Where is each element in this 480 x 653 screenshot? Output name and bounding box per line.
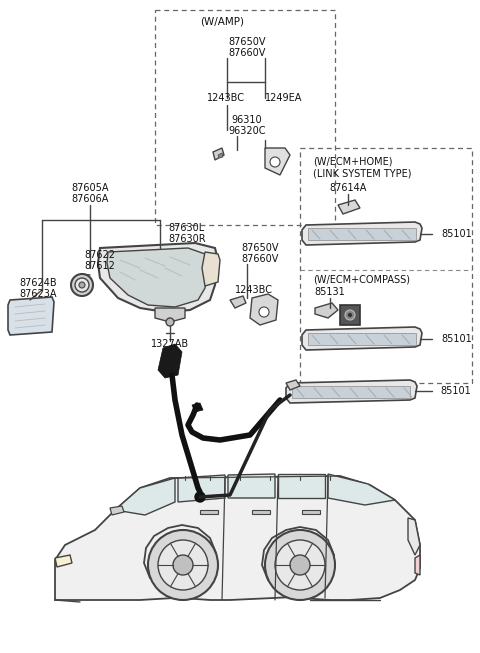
Circle shape <box>75 278 89 292</box>
Bar <box>308 228 416 240</box>
Polygon shape <box>302 222 422 245</box>
Polygon shape <box>302 327 422 350</box>
Text: 1249EA: 1249EA <box>265 93 302 103</box>
Text: 1243BC: 1243BC <box>235 285 273 295</box>
Text: 87660V: 87660V <box>228 48 266 58</box>
Text: 87612: 87612 <box>84 261 115 271</box>
Text: 87614A: 87614A <box>329 183 367 193</box>
Polygon shape <box>107 248 208 307</box>
Circle shape <box>195 492 205 502</box>
Polygon shape <box>286 380 300 390</box>
Polygon shape <box>230 296 246 308</box>
Polygon shape <box>328 474 395 505</box>
Text: 96320C: 96320C <box>228 126 266 136</box>
Polygon shape <box>110 506 124 515</box>
Circle shape <box>166 318 174 326</box>
Text: 87623A: 87623A <box>19 289 57 299</box>
Text: (W/ECM+COMPASS): (W/ECM+COMPASS) <box>313 275 410 285</box>
Polygon shape <box>200 510 218 514</box>
Text: 85131: 85131 <box>314 287 346 297</box>
Polygon shape <box>178 475 225 502</box>
Circle shape <box>259 307 269 317</box>
Text: 87606A: 87606A <box>72 194 108 204</box>
Bar <box>308 333 416 345</box>
Polygon shape <box>55 476 420 600</box>
Circle shape <box>270 157 280 167</box>
Polygon shape <box>192 403 203 412</box>
Text: 85101: 85101 <box>441 334 472 344</box>
Polygon shape <box>265 148 290 175</box>
Text: 87624B: 87624B <box>19 278 57 288</box>
Text: (LINK SYSTEM TYPE): (LINK SYSTEM TYPE) <box>313 168 411 178</box>
Text: 87660V: 87660V <box>241 254 279 264</box>
Bar <box>340 305 360 325</box>
Polygon shape <box>155 308 185 322</box>
Circle shape <box>275 540 325 590</box>
Text: 85101: 85101 <box>440 386 471 396</box>
Polygon shape <box>415 555 420 575</box>
Polygon shape <box>228 474 275 498</box>
Bar <box>300 148 472 383</box>
Text: 87605A: 87605A <box>71 183 109 193</box>
Text: 85101: 85101 <box>441 229 472 239</box>
Circle shape <box>158 540 208 590</box>
Polygon shape <box>202 252 220 286</box>
Polygon shape <box>252 510 270 514</box>
Text: (W/ECM+HOME): (W/ECM+HOME) <box>313 157 393 167</box>
Polygon shape <box>408 518 420 555</box>
Text: 87650V: 87650V <box>241 243 279 253</box>
Polygon shape <box>278 474 325 498</box>
Polygon shape <box>286 380 417 403</box>
Polygon shape <box>98 243 218 312</box>
Circle shape <box>71 274 93 296</box>
Polygon shape <box>250 294 278 325</box>
Polygon shape <box>55 555 72 567</box>
Polygon shape <box>218 153 223 158</box>
Polygon shape <box>338 200 360 214</box>
Polygon shape <box>115 478 175 515</box>
Polygon shape <box>213 148 224 160</box>
Text: 1327AB: 1327AB <box>151 339 189 349</box>
Polygon shape <box>315 303 338 318</box>
Text: 87630L: 87630L <box>168 223 204 233</box>
Polygon shape <box>302 510 320 514</box>
Circle shape <box>290 555 310 575</box>
Text: 87622: 87622 <box>84 250 116 260</box>
Bar <box>155 10 335 225</box>
Circle shape <box>348 313 352 317</box>
Circle shape <box>173 555 193 575</box>
Text: 96310: 96310 <box>232 115 262 125</box>
Bar <box>292 386 410 398</box>
Polygon shape <box>8 297 54 335</box>
Circle shape <box>265 530 335 600</box>
Circle shape <box>79 282 85 288</box>
Text: 1243BC: 1243BC <box>207 93 245 103</box>
Text: (W/AMP): (W/AMP) <box>200 17 244 27</box>
Circle shape <box>345 310 355 320</box>
Polygon shape <box>158 344 182 378</box>
Text: 87630R: 87630R <box>168 234 205 244</box>
Circle shape <box>148 530 218 600</box>
Text: 87650V: 87650V <box>228 37 266 47</box>
